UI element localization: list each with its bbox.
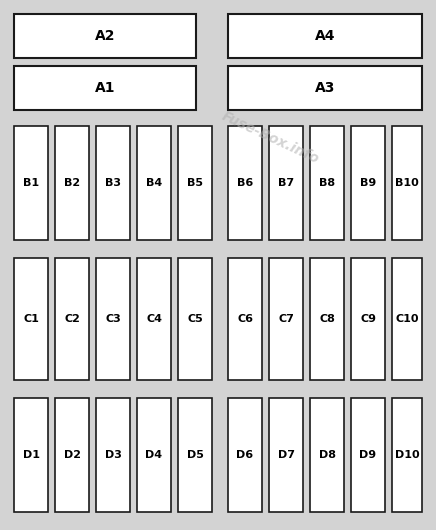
Text: D9: D9 xyxy=(359,450,377,460)
Bar xyxy=(178,126,212,240)
Text: C7: C7 xyxy=(278,314,294,324)
Text: B1: B1 xyxy=(23,178,39,188)
Text: D1: D1 xyxy=(23,450,40,460)
Bar xyxy=(392,258,422,380)
Text: A1: A1 xyxy=(95,81,115,95)
Bar xyxy=(178,258,212,380)
Text: D6: D6 xyxy=(236,450,254,460)
Text: B9: B9 xyxy=(360,178,376,188)
Text: D4: D4 xyxy=(146,450,163,460)
Bar xyxy=(96,398,130,512)
Text: B2: B2 xyxy=(64,178,80,188)
Text: D2: D2 xyxy=(64,450,81,460)
Bar xyxy=(14,258,48,380)
Text: C5: C5 xyxy=(187,314,203,324)
Bar xyxy=(310,126,344,240)
Bar xyxy=(351,258,385,380)
Bar xyxy=(96,258,130,380)
Bar xyxy=(269,398,303,512)
Bar xyxy=(392,398,422,512)
Text: C6: C6 xyxy=(237,314,253,324)
Text: Fuse-Box.info: Fuse-Box.info xyxy=(219,109,321,166)
Bar xyxy=(310,398,344,512)
Bar xyxy=(137,126,171,240)
Text: B8: B8 xyxy=(319,178,335,188)
Text: D7: D7 xyxy=(277,450,294,460)
Text: C2: C2 xyxy=(64,314,80,324)
Bar xyxy=(96,126,130,240)
Text: B7: B7 xyxy=(278,178,294,188)
Bar xyxy=(228,126,262,240)
Text: C10: C10 xyxy=(395,314,419,324)
Text: B6: B6 xyxy=(237,178,253,188)
Text: A2: A2 xyxy=(95,29,115,43)
Bar xyxy=(137,258,171,380)
Bar xyxy=(351,398,385,512)
Bar xyxy=(392,126,422,240)
Text: A3: A3 xyxy=(315,81,335,95)
Bar xyxy=(310,258,344,380)
Bar xyxy=(228,398,262,512)
Bar xyxy=(269,258,303,380)
Text: C3: C3 xyxy=(105,314,121,324)
Text: C1: C1 xyxy=(23,314,39,324)
Bar xyxy=(269,126,303,240)
Text: B10: B10 xyxy=(395,178,419,188)
Bar xyxy=(14,14,196,58)
Bar xyxy=(228,258,262,380)
Text: D5: D5 xyxy=(187,450,204,460)
Bar xyxy=(178,398,212,512)
Text: B4: B4 xyxy=(146,178,162,188)
Bar xyxy=(55,126,89,240)
Bar xyxy=(55,258,89,380)
Text: D3: D3 xyxy=(105,450,122,460)
Bar xyxy=(55,398,89,512)
Text: B3: B3 xyxy=(105,178,121,188)
Text: C9: C9 xyxy=(360,314,376,324)
Text: D8: D8 xyxy=(319,450,335,460)
Text: B5: B5 xyxy=(187,178,203,188)
Bar xyxy=(14,126,48,240)
Bar xyxy=(137,398,171,512)
Text: C4: C4 xyxy=(146,314,162,324)
Bar xyxy=(351,126,385,240)
Text: D10: D10 xyxy=(395,450,419,460)
Bar xyxy=(228,66,422,110)
Bar xyxy=(14,398,48,512)
Text: A4: A4 xyxy=(315,29,335,43)
Bar xyxy=(228,14,422,58)
Bar xyxy=(14,66,196,110)
Text: C8: C8 xyxy=(319,314,335,324)
